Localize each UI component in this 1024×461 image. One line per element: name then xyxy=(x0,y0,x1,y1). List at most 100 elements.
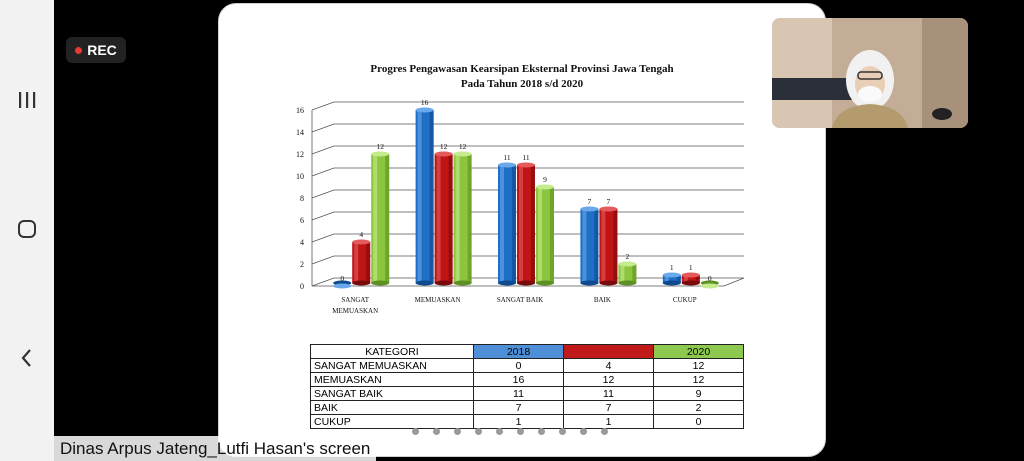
bar-top xyxy=(498,162,516,168)
data-label: 12 xyxy=(459,142,467,151)
screen-share-caption: Dinas Arpus Jateng_Lutfi Hasan's screen xyxy=(54,436,377,461)
bar-shade xyxy=(613,209,618,283)
bar-bottom xyxy=(536,280,554,286)
x-tick-label: CUKUP xyxy=(673,296,697,304)
table-header-2019: 2019 xyxy=(563,344,654,359)
bar-top xyxy=(580,206,599,212)
recording-badge: REC xyxy=(66,37,126,63)
bar-body xyxy=(681,275,700,283)
bar-top xyxy=(517,162,535,168)
table-cell-2019: 1 xyxy=(563,414,654,429)
table-row: BAIK 7 7 2 xyxy=(310,400,744,415)
bar-top xyxy=(681,272,700,278)
home-icon[interactable] xyxy=(15,217,39,241)
bar-highlight xyxy=(664,275,669,283)
table-row: SANGAT BAIK 11 11 9 xyxy=(310,386,744,401)
bar-top xyxy=(333,283,352,289)
gridline-depth xyxy=(311,167,335,177)
y-tick-label: 2 xyxy=(300,260,304,269)
data-label: 9 xyxy=(543,175,547,184)
bar-body xyxy=(662,275,681,283)
bar-shade xyxy=(467,154,472,283)
bar-highlight xyxy=(500,165,504,283)
back-icon[interactable] xyxy=(15,346,39,370)
recording-label: REC xyxy=(87,42,117,58)
bar-highlight xyxy=(582,209,587,283)
bar-top xyxy=(700,283,719,289)
shared-slide: Progres Pengawasan Kearsipan Eksternal P… xyxy=(218,3,826,457)
bar-highlight xyxy=(354,242,359,283)
navigation-bar xyxy=(0,0,54,461)
bar-shade xyxy=(448,154,453,283)
table-cell-2020: 2 xyxy=(653,400,744,415)
table-cell-category: MEMUASKAN xyxy=(310,372,474,387)
data-label: 1 xyxy=(670,263,674,272)
bar-bottom xyxy=(517,280,535,286)
x-axis-depth xyxy=(723,277,745,287)
bar-shade xyxy=(550,187,554,283)
data-label: 7 xyxy=(588,197,592,206)
data-label: 12 xyxy=(440,142,448,151)
participant-video-thumbnail[interactable] xyxy=(772,18,968,128)
table-cell-2019: 11 xyxy=(563,386,654,401)
gridline-depth xyxy=(311,101,335,111)
y-tick-label: 6 xyxy=(300,216,304,225)
bar-top xyxy=(434,151,453,157)
y-tick-label: 10 xyxy=(296,172,304,181)
data-label: 4 xyxy=(359,230,363,239)
data-label: 0 xyxy=(340,274,344,283)
table-cell-2018: 7 xyxy=(473,400,564,415)
chart-title-line2: Pada Tahun 2018 s/d 2020 xyxy=(460,78,584,90)
bar-top xyxy=(618,261,637,267)
bar-highlight xyxy=(417,110,422,283)
y-tick-label: 16 xyxy=(296,106,304,115)
data-label: 11 xyxy=(503,153,510,162)
recent-apps-icon[interactable] xyxy=(15,88,39,112)
table-cell-2018: 0 xyxy=(473,358,564,373)
data-label: 16 xyxy=(421,98,429,107)
bar-highlight xyxy=(455,154,460,283)
table-cell-2019: 12 xyxy=(563,372,654,387)
bar-highlight xyxy=(538,187,542,283)
bar-highlight xyxy=(519,165,523,283)
bar-highlight xyxy=(436,154,441,283)
data-label: 1 xyxy=(689,263,693,272)
slide-page-indicator xyxy=(412,428,608,435)
table-cell-category: SANGAT BAIK xyxy=(310,386,474,401)
page-dot xyxy=(475,428,482,435)
table-cell-2020: 12 xyxy=(653,372,744,387)
x-tick-label: MEMUASKAN xyxy=(415,296,461,304)
page-dot xyxy=(538,428,545,435)
page-dot xyxy=(580,428,587,435)
bar-shade xyxy=(531,165,535,283)
table-cell-2019: 7 xyxy=(563,400,654,415)
page-dot xyxy=(517,428,524,435)
gridline-depth xyxy=(311,277,335,287)
bar-highlight xyxy=(620,264,625,283)
page-dot xyxy=(496,428,503,435)
bar-shade xyxy=(632,264,637,283)
bar-bottom xyxy=(681,280,700,286)
data-table: KATEGORI 2018 2019 2020 SANGAT MEMUASKAN… xyxy=(310,344,744,429)
bar-top xyxy=(599,206,618,212)
bar-top xyxy=(662,272,681,278)
table-cell-category: CUKUP xyxy=(310,414,474,429)
bar-bottom xyxy=(352,280,371,286)
bar-bottom xyxy=(662,280,681,286)
bar-shade xyxy=(366,242,371,283)
bar-shade xyxy=(385,154,390,283)
table-row: MEMUASKAN 16 12 12 xyxy=(310,372,744,387)
table-cell-2019: 4 xyxy=(563,358,654,373)
y-tick-label: 0 xyxy=(300,282,304,291)
table-header-2020: 2020 xyxy=(653,344,744,359)
gridline-depth xyxy=(311,189,335,199)
x-tick-label: BAIK xyxy=(594,296,611,304)
table-row: CUKUP 1 1 0 xyxy=(310,414,744,429)
x-tick-label: MEMUASKAN xyxy=(332,307,378,315)
table-cell-2020: 12 xyxy=(653,358,744,373)
gridline-depth xyxy=(311,123,335,133)
bar-top xyxy=(352,239,371,245)
page-dot xyxy=(433,428,440,435)
bar-shade xyxy=(676,275,681,283)
data-label: 7 xyxy=(607,197,611,206)
